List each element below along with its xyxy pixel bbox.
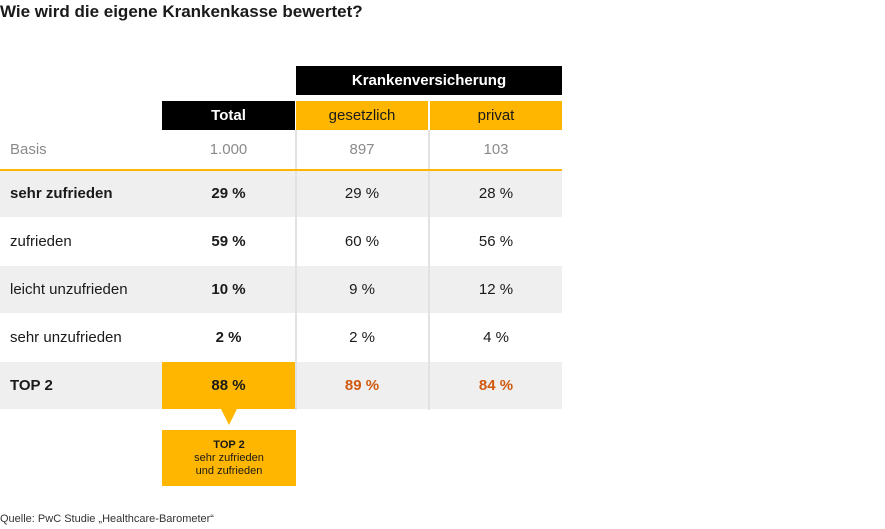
callout-title: TOP 2 [213, 438, 245, 451]
basis-gesetzlich: 897 [349, 140, 375, 158]
basis-privat: 103 [483, 140, 509, 158]
cell-gesetzlich-sehr-zufrieden: 29 % [344, 185, 380, 202]
callout-pointer [221, 409, 237, 425]
header-total: Total [162, 101, 295, 130]
cell-total-top2: 88 % [211, 377, 246, 394]
chart-title: Wie wird die eigene Krankenkasse bewerte… [0, 2, 363, 21]
top2-callout: TOP 2 sehr zufrieden und zufrieden [162, 430, 296, 486]
cell-privat-sehr-unzufrieden: 4 % [483, 329, 509, 346]
row-label-zufrieden: zufrieden [10, 233, 72, 250]
basis-separator-line [0, 169, 562, 171]
row-label-top2: TOP 2 [10, 377, 53, 394]
cell-total-leicht-unzufrieden: 10 % [211, 281, 246, 298]
row-label-leicht-unzufrieden: leicht unzufrieden [10, 281, 128, 298]
cell-gesetzlich-sehr-unzufrieden: 2 % [349, 329, 375, 346]
column-divider [295, 130, 297, 410]
row-label-sehr-unzufrieden: sehr unzufrieden [10, 329, 122, 346]
callout-line-1: sehr zufrieden [194, 451, 264, 464]
top2-total-highlight [162, 362, 296, 409]
row-shade-leicht-unzufrieden [0, 266, 562, 313]
header-group-krankenversicherung: Krankenversicherung [296, 66, 562, 95]
cell-total-sehr-zufrieden: 29 % [211, 185, 246, 202]
cell-privat-leicht-unzufrieden: 12 % [478, 281, 514, 298]
header-privat: privat [430, 101, 562, 130]
header-gesetzlich: gesetzlich [296, 101, 428, 130]
basis-label: Basis [10, 140, 47, 158]
cell-gesetzlich-zufrieden: 60 % [344, 233, 380, 250]
column-divider [428, 130, 430, 410]
cell-privat-zufrieden: 56 % [478, 233, 514, 250]
callout-line-2: und zufrieden [195, 464, 263, 477]
row-shade-sehr-zufrieden [0, 170, 562, 217]
cell-privat-sehr-zufrieden: 28 % [478, 185, 514, 202]
cell-gesetzlich-top2: 89 % [344, 377, 380, 394]
cell-privat-top2: 84 % [478, 377, 514, 394]
row-label-sehr-zufrieden: sehr zufrieden [10, 185, 113, 202]
source-note: Quelle: PwC Studie „Healthcare-Barometer… [0, 513, 214, 525]
basis-total: 1.000 [209, 140, 248, 158]
cell-total-sehr-unzufrieden: 2 % [215, 329, 242, 346]
cell-gesetzlich-leicht-unzufrieden: 9 % [349, 281, 375, 298]
cell-total-zufrieden: 59 % [211, 233, 246, 250]
